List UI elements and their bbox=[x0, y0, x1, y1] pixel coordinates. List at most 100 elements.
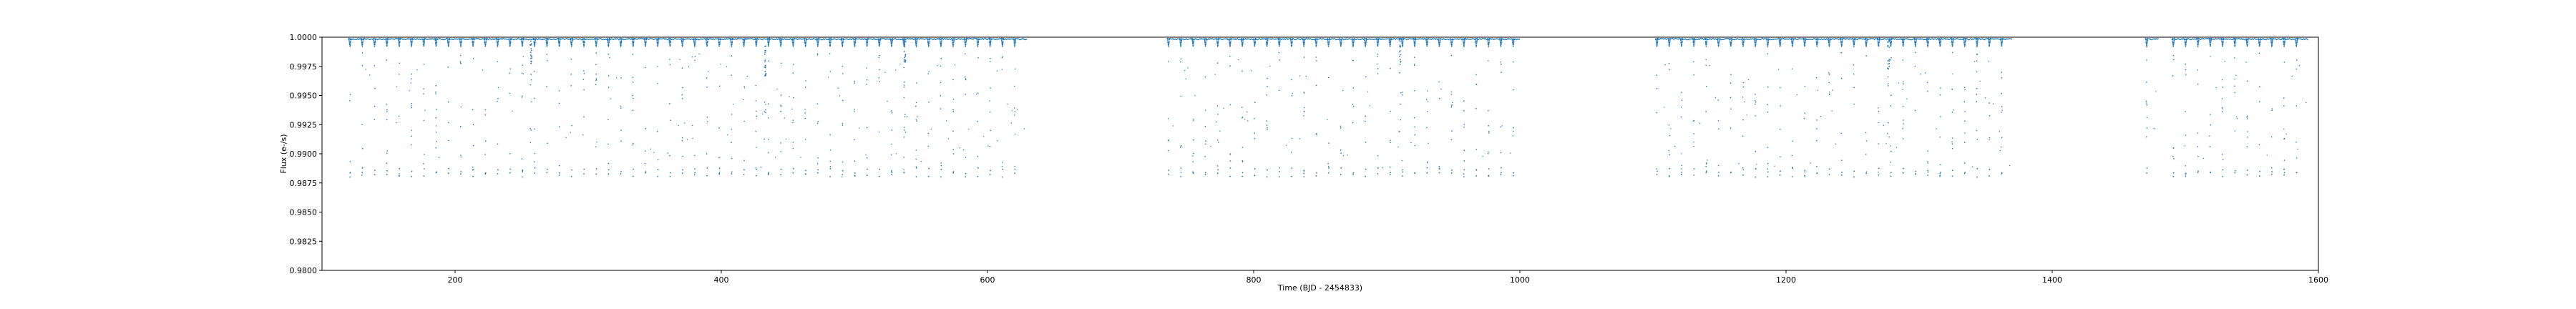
data-point bbox=[1829, 41, 1831, 43]
data-point bbox=[864, 38, 865, 39]
data-point bbox=[828, 38, 830, 39]
data-point bbox=[862, 37, 863, 39]
data-point bbox=[498, 38, 499, 40]
data-point bbox=[1172, 38, 1174, 39]
data-point bbox=[854, 40, 857, 42]
data-point bbox=[2001, 43, 2003, 44]
data-point bbox=[902, 37, 904, 39]
data-point bbox=[793, 97, 794, 99]
data-point bbox=[1238, 59, 1239, 61]
data-point bbox=[2218, 38, 2220, 39]
data-point bbox=[1316, 43, 1317, 44]
data-point bbox=[2271, 108, 2273, 109]
data-point bbox=[1315, 84, 1317, 87]
data-point bbox=[1790, 39, 1792, 41]
data-point bbox=[719, 41, 721, 44]
data-point bbox=[1938, 39, 1939, 41]
data-point bbox=[645, 67, 646, 69]
data-point bbox=[1390, 139, 1391, 142]
data-point bbox=[1700, 37, 1702, 39]
data-point bbox=[448, 139, 449, 142]
data-point bbox=[1512, 135, 1514, 137]
data-point bbox=[704, 38, 706, 39]
data-point bbox=[693, 38, 695, 40]
data-point bbox=[952, 44, 955, 46]
data-point bbox=[2011, 38, 2013, 40]
data-point bbox=[990, 44, 991, 46]
data-point bbox=[1303, 170, 1305, 172]
data-point bbox=[477, 38, 478, 39]
data-point bbox=[1892, 38, 1893, 39]
data-point bbox=[460, 154, 462, 156]
data-point bbox=[1840, 37, 1842, 39]
data-point bbox=[1840, 174, 1843, 176]
data-point bbox=[444, 39, 446, 41]
data-point bbox=[2193, 38, 2195, 39]
data-point bbox=[348, 40, 351, 42]
data-point bbox=[2222, 45, 2224, 47]
data-point bbox=[558, 45, 560, 47]
data-point bbox=[2263, 38, 2265, 39]
data-point bbox=[804, 37, 806, 39]
data-point bbox=[434, 41, 436, 44]
data-point bbox=[1214, 39, 1215, 40]
data-point bbox=[1265, 38, 1267, 39]
data-point bbox=[1964, 132, 1966, 134]
data-point bbox=[1927, 170, 1928, 172]
data-point bbox=[1228, 38, 1230, 40]
data-point bbox=[575, 38, 577, 39]
data-point bbox=[940, 108, 942, 109]
data-point bbox=[727, 134, 728, 136]
data-point bbox=[1939, 87, 1941, 89]
data-point bbox=[1996, 38, 1998, 40]
data-point bbox=[964, 40, 966, 42]
data-point bbox=[1513, 172, 1515, 174]
data-point bbox=[1426, 172, 1428, 174]
data-point bbox=[436, 141, 437, 142]
data-point bbox=[706, 121, 708, 122]
data-point bbox=[1229, 44, 1231, 46]
data-point bbox=[2265, 39, 2267, 41]
data-point bbox=[935, 38, 937, 40]
data-point bbox=[1705, 170, 1707, 172]
data-point bbox=[616, 38, 618, 39]
data-point bbox=[902, 40, 904, 42]
data-point bbox=[1816, 172, 1818, 175]
data-point bbox=[1236, 39, 1237, 41]
data-point bbox=[1914, 109, 1916, 112]
data-point bbox=[889, 38, 892, 40]
data-point bbox=[361, 39, 362, 41]
data-point bbox=[1823, 38, 1825, 39]
data-point bbox=[841, 39, 842, 41]
data-point bbox=[823, 37, 824, 39]
data-point bbox=[448, 122, 449, 124]
data-point bbox=[681, 139, 683, 142]
data-point bbox=[609, 57, 610, 59]
x-axis-label: Time (BJD - 2454833) bbox=[1277, 283, 1362, 293]
data-point bbox=[1455, 38, 1457, 40]
data-point bbox=[940, 58, 942, 59]
data-point bbox=[1258, 37, 1260, 39]
data-point bbox=[386, 41, 389, 44]
data-point bbox=[1863, 39, 1865, 40]
data-point bbox=[1989, 114, 1991, 117]
data-point bbox=[863, 39, 864, 41]
data-point bbox=[1890, 39, 1893, 41]
data-point bbox=[854, 38, 857, 39]
data-point bbox=[1205, 143, 1206, 145]
data-point bbox=[1390, 40, 1392, 42]
data-point bbox=[1278, 52, 1280, 54]
data-point bbox=[497, 46, 499, 47]
data-point bbox=[1915, 43, 1917, 45]
data-point bbox=[1804, 175, 1805, 177]
data-point bbox=[1399, 130, 1400, 132]
data-point bbox=[435, 93, 436, 94]
data-point bbox=[2307, 39, 2308, 41]
data-point bbox=[1865, 41, 1867, 42]
data-point bbox=[2272, 39, 2273, 41]
data-point bbox=[1706, 85, 1707, 87]
data-point bbox=[718, 40, 720, 42]
data-point bbox=[1828, 82, 1830, 84]
data-point bbox=[1323, 38, 1324, 39]
data-point bbox=[1254, 118, 1255, 119]
